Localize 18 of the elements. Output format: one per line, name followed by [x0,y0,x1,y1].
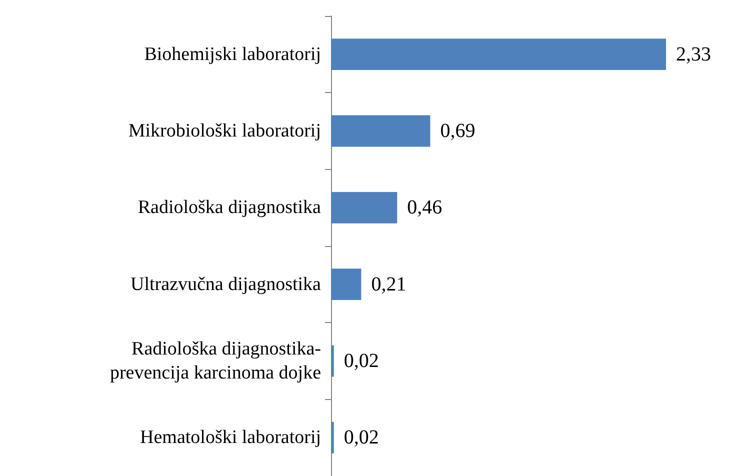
data-label: 0,69 [440,120,476,142]
y-tick-label: Hematološki laboratorij [140,427,321,448]
y-tick-label: Biohemijski laboratorij [144,44,321,65]
y-tick-label: Radiološka dijagnostika [138,197,322,218]
bar [331,345,334,377]
bar [331,192,398,224]
data-label: 0,02 [344,350,379,372]
y-tick-label: Ultrazvučna dijagnostika [130,274,322,295]
data-label: 0,21 [371,273,406,296]
bar [331,422,334,454]
data-label: 0,46 [407,196,442,219]
data-label: 2,33 [676,43,711,66]
y-tick-label: Mikrobiološki laboratorij [128,120,321,142]
bar [331,268,362,300]
bar [331,115,430,147]
y-tick-label: Radiološka dijagnostika- prevencija karcinoma dojke [110,338,321,384]
data-label: 0,02 [344,426,379,449]
bar [331,38,666,70]
